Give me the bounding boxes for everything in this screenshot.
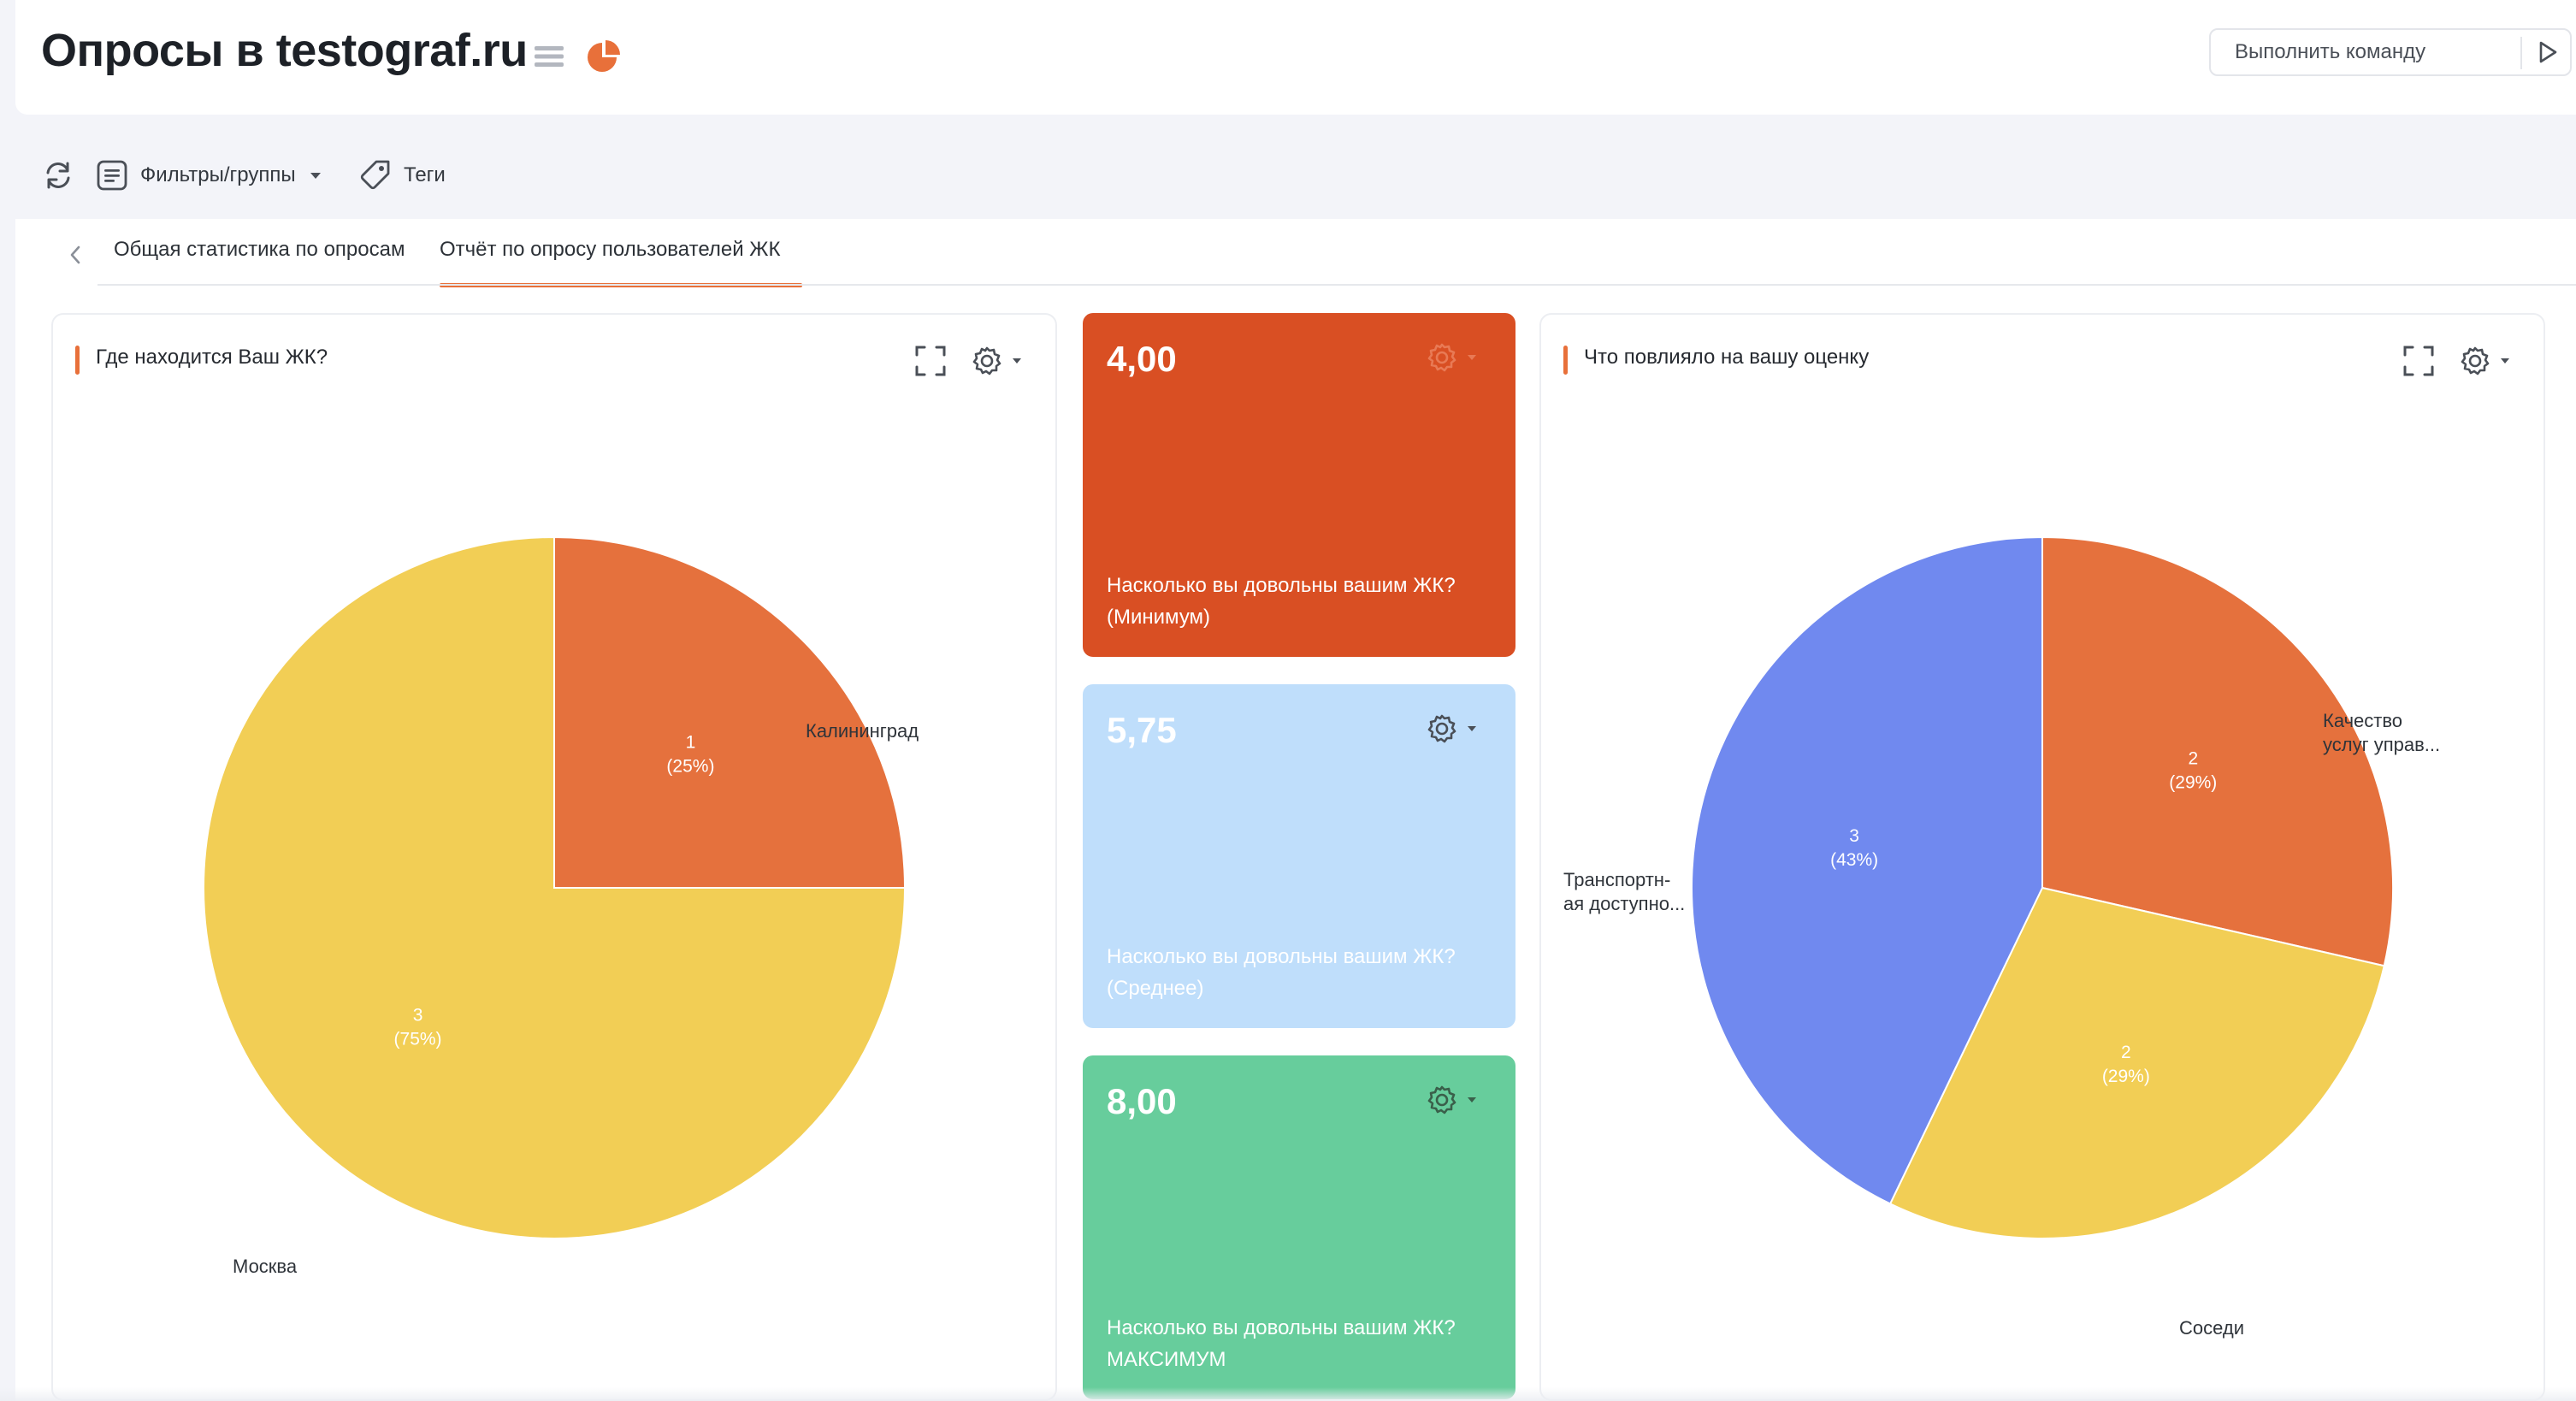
slice-count-label: 3 [413,1005,423,1025]
kpi-card-minimum[interactable]: 4,00 Насколько вы довольны вашим ЖК? (Ми… [1083,313,1515,657]
kpi-caption-line: Насколько вы довольны вашим ЖК? [1107,945,1456,968]
play-icon [2539,41,2557,63]
pie-chart-complex-location: 1 (25%) Калининград 3 (75%) Москва [203,535,919,1277]
filters-groups-dropdown[interactable]: Фильтры/группы [96,145,325,205]
chart-settings-button[interactable] [2453,340,2518,381]
tag-icon [360,160,390,190]
caret-down-icon [1013,358,1021,364]
chart-panel-rating-factors: Что повлияло на вашу оценку 2 (29%) Качест… [1539,313,2545,1401]
gear-icon [2461,346,2490,375]
tab-general-statistics[interactable]: Общая статистика по опросам [114,238,405,261]
pie-slice[interactable] [1691,535,2043,1205]
kpi-caption-line: Насколько вы довольны вашим ЖК? [1107,574,1456,597]
caret-down-icon [1468,1097,1476,1102]
slice-percent-label: (75%) [394,1029,442,1049]
slice-outer-label: Транспортн- [1563,869,1670,890]
chart-title: Где находится Ваш ЖК? [96,346,328,369]
panel-accent [1563,346,1568,375]
slice-outer-label: Соседи [2179,1317,2244,1339]
kpi-settings-button[interactable] [1425,706,1502,751]
slice-outer-label: ая доступно... [1563,893,1685,914]
kpi-caption: Насколько вы довольны вашим ЖК? МАКСИМУМ [1107,1312,1500,1375]
pie-slice[interactable] [2041,535,2394,967]
gear-icon [972,346,1001,375]
slice-count-label: 1 [686,733,696,753]
filters-groups-label: Фильтры/группы [140,163,296,186]
tabs-divider [97,284,2576,286]
caret-down-icon [1468,726,1476,731]
pie-slice[interactable] [1888,886,2385,1239]
kpi-caption-line: (Среднее) [1107,977,1204,1000]
caret-down-icon [2501,358,2509,364]
kpi-caption-line: (Минимум) [1107,606,1211,629]
chart-panel-complex-location: Где находится Ваш ЖК? 1 (25%) Калининград 3… [51,313,1057,1401]
slice-percent-label: (43%) [1830,850,1878,870]
list-view-icon[interactable] [534,43,564,74]
tab-residents-survey-report[interactable]: Отчёт по опросу пользователей ЖК [440,238,802,287]
gear-icon [1427,343,1456,372]
tags-label: Теги [404,163,446,186]
refresh-button[interactable] [41,145,75,205]
kpi-value: 5,75 [1107,710,1177,750]
slice-count-label: 3 [1849,826,1859,846]
toolbar: Фильтры/группы Теги [0,145,2576,205]
gear-icon [1427,714,1456,743]
pie-chart-icon[interactable] [587,39,621,78]
slice-count-label: 2 [2188,748,2198,768]
fullscreen-button[interactable] [2398,340,2439,381]
gear-icon [1427,1085,1456,1114]
slice-outer-label: Калининград [806,720,919,742]
command-input[interactable] [2213,32,2503,73]
chart-settings-button[interactable] [965,340,1030,381]
slice-count-label: 2 [2121,1043,2131,1062]
slice-percent-label: (25%) [666,757,714,777]
chart-title: Что повлияло на вашу оценку [1584,346,1870,369]
dashboard-content: Общая статистика по опросам Отчёт по опр… [15,219,2576,1401]
pie-slice[interactable] [553,535,907,889]
command-box [2209,28,2572,76]
kpi-caption-line: МАКСИМУМ [1107,1348,1226,1371]
pie-slice[interactable] [203,535,907,1239]
slice-outer-label: Качество [2323,710,2402,731]
slice-percent-label: (29%) [2102,1067,2150,1086]
kpi-settings-button[interactable] [1425,1078,1502,1122]
kpi-value: 4,00 [1107,339,1177,379]
command-divider [2520,37,2522,69]
kpi-caption: Насколько вы довольны вашим ЖК? (Среднее… [1107,941,1500,1004]
kpi-card-maximum[interactable]: 8,00 Насколько вы довольны вашим ЖК? МАК… [1083,1055,1515,1399]
filter-list-icon [97,160,127,191]
panel-accent [75,346,80,375]
chevron-left-icon [70,245,80,264]
fullscreen-icon [2403,346,2434,376]
kpi-value: 8,00 [1107,1081,1177,1121]
page-title: Опросы в testograf.ru [41,25,528,76]
kpi-caption: Насколько вы довольны вашим ЖК? (Минимум… [1107,570,1500,633]
tabs-scroll-left-button[interactable] [60,238,91,272]
kpi-settings-button[interactable] [1425,335,1502,380]
app-header: Опросы в testograf.ru [15,0,2576,115]
run-command-button[interactable] [2526,30,2570,74]
refresh-icon [46,162,70,189]
caret-down-icon [310,173,321,179]
slice-percent-label: (29%) [2169,772,2217,792]
slice-outer-label: Москва [233,1256,298,1277]
slice-outer-label: услуг управ... [2323,734,2440,755]
fullscreen-button[interactable] [910,340,951,381]
bottom-fade [0,1387,2576,1401]
pie-chart-rating-factors: 2 (29%) Качество услуг управ... 2 (29%) Соседи… [1563,535,2440,1339]
tags-button[interactable]: Теги [359,145,446,205]
caret-down-icon [1468,355,1476,360]
kpi-card-average[interactable]: 5,75 Насколько вы довольны вашим ЖК? (Ср… [1083,684,1515,1028]
kpi-caption-line: Насколько вы довольны вашим ЖК? [1107,1316,1456,1339]
fullscreen-icon [915,346,946,376]
